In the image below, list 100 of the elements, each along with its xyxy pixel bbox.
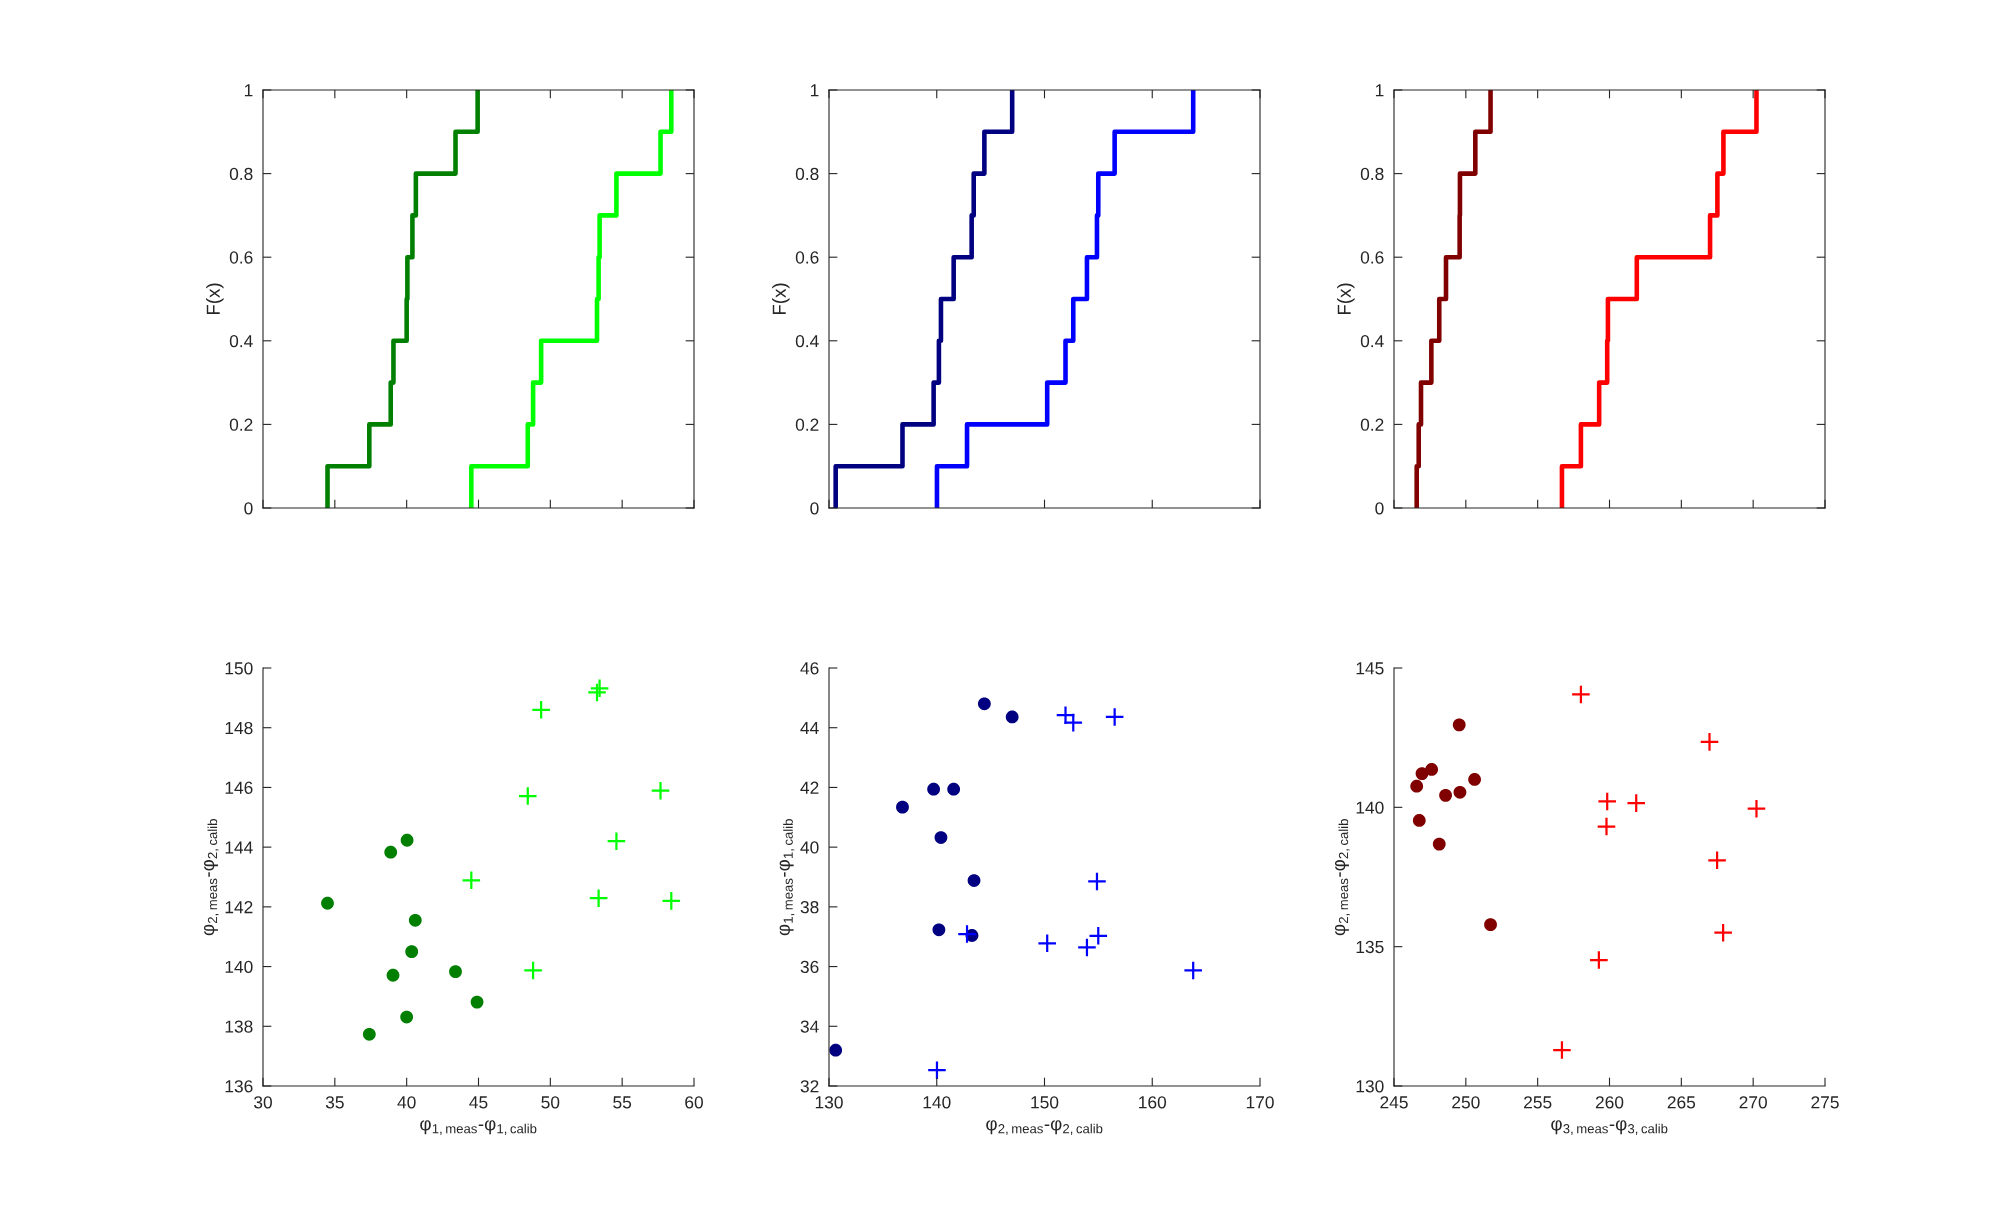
y-tick-label: 1 — [810, 84, 819, 97]
point — [531, 699, 552, 720]
x-tick-label: 60 — [685, 1096, 703, 1109]
x-tick-label: 50 — [541, 1096, 560, 1109]
y-tick-label: 130 — [1356, 1080, 1384, 1093]
y-tick-label: 1 — [244, 84, 253, 97]
y-tick-label: 1 — [1375, 84, 1384, 97]
y-tick-label: 148 — [225, 721, 253, 735]
point — [1432, 837, 1446, 851]
point — [1596, 816, 1617, 837]
point — [1087, 871, 1107, 892]
y-tick-label: 138 — [225, 1020, 253, 1033]
point — [829, 1043, 843, 1057]
x-tick-label: 260 — [1595, 1096, 1624, 1109]
point — [517, 786, 538, 806]
x-tick-label: 30 — [254, 1096, 272, 1109]
x-tick-label: 55 — [613, 1096, 632, 1109]
y-tick-label: 136 — [225, 1080, 253, 1093]
point — [1412, 814, 1426, 827]
y-tick-label: 144 — [225, 841, 253, 854]
y-tick-label: 0.2 — [229, 418, 253, 431]
point — [661, 890, 682, 911]
x-tick-label: 255 — [1524, 1096, 1552, 1109]
point — [947, 782, 961, 796]
y-tick-label: 0 — [244, 502, 253, 515]
point — [927, 782, 941, 796]
point — [932, 923, 946, 937]
y-tick-label: 36 — [800, 960, 819, 974]
x-tick-label: 45 — [469, 1096, 488, 1109]
x-tick-label: 245 — [1380, 1096, 1408, 1109]
y-tick-label: 0.6 — [1360, 251, 1384, 264]
y-tick-label: 146 — [225, 781, 253, 794]
y-tick-label: 0.6 — [229, 251, 253, 264]
point — [400, 1010, 414, 1024]
point — [1571, 684, 1591, 705]
y-tick-label: 145 — [1356, 662, 1384, 675]
point — [650, 780, 671, 801]
point — [934, 831, 948, 844]
point — [408, 913, 422, 927]
point — [1183, 960, 1204, 981]
point — [384, 845, 398, 859]
y-tick-label: 135 — [1356, 940, 1384, 954]
point — [523, 960, 543, 981]
y-tick-label: 0 — [1375, 502, 1384, 515]
y-tick-label: 140 — [1356, 801, 1384, 814]
point — [1699, 731, 1720, 752]
y-tick-label: 0.8 — [795, 167, 819, 181]
y-tick-label: 0.4 — [229, 334, 253, 348]
point — [1746, 798, 1767, 819]
point — [386, 968, 400, 982]
point — [1425, 763, 1439, 776]
point — [896, 800, 909, 814]
point — [1468, 773, 1481, 786]
point — [1597, 791, 1618, 812]
x-tick-label: 150 — [1031, 1096, 1059, 1109]
x-tick-label: 265 — [1667, 1096, 1696, 1109]
x-tick-label: 140 — [923, 1096, 951, 1109]
point — [400, 833, 414, 847]
y-tick-label: 34 — [800, 1020, 819, 1033]
point — [977, 697, 991, 711]
y-tick-label: 0.2 — [1360, 418, 1384, 431]
x-tick-label: 160 — [1139, 1096, 1167, 1109]
x-tick-label: 275 — [1811, 1096, 1839, 1109]
point — [957, 924, 977, 944]
point — [1626, 793, 1647, 814]
y-tick-label: 140 — [225, 960, 253, 974]
point — [470, 995, 484, 1009]
y-tick-label: 0 — [810, 502, 819, 515]
y-tick-label: 0.4 — [1360, 334, 1384, 348]
y-axis-title: F(x) — [772, 283, 790, 315]
point — [449, 965, 462, 979]
point — [362, 1027, 376, 1041]
y-tick-label: 0.8 — [1360, 167, 1384, 181]
point — [1063, 712, 1084, 733]
point — [1439, 788, 1452, 802]
point — [1552, 1040, 1572, 1060]
y-axis-title: φ$_{2,meas}$-φ$_{2,calib}$ — [1334, 819, 1350, 936]
y-axis-title: F(x) — [206, 283, 224, 315]
y-axis-title: φ$_{1,meas}$-φ$_{1,calib}$ — [779, 819, 795, 936]
x-tick-label: 170 — [1246, 1096, 1274, 1109]
point — [461, 870, 482, 891]
y-axis-title: F(x) — [1337, 283, 1355, 315]
point — [1707, 850, 1728, 871]
x-axis-title: φ$_{1,meas}$-φ$_{1,calib}$ — [420, 1120, 537, 1135]
point — [1104, 707, 1125, 727]
point — [1410, 779, 1424, 793]
y-tick-label: 44 — [800, 722, 819, 735]
y-tick-label: 0.4 — [795, 334, 819, 348]
point — [321, 896, 334, 910]
y-tick-label: 38 — [800, 901, 819, 914]
point — [1037, 933, 1058, 954]
y-tick-label: 0.8 — [229, 167, 253, 181]
point — [1415, 767, 1429, 781]
y-tick-label: 40 — [800, 841, 819, 854]
y-tick-label: 32 — [800, 1080, 819, 1093]
x-tick-label: 35 — [325, 1096, 344, 1109]
y-tick-label: 46 — [800, 662, 819, 675]
point — [1484, 918, 1497, 932]
x-tick-label: 40 — [397, 1096, 416, 1109]
point — [967, 874, 981, 887]
